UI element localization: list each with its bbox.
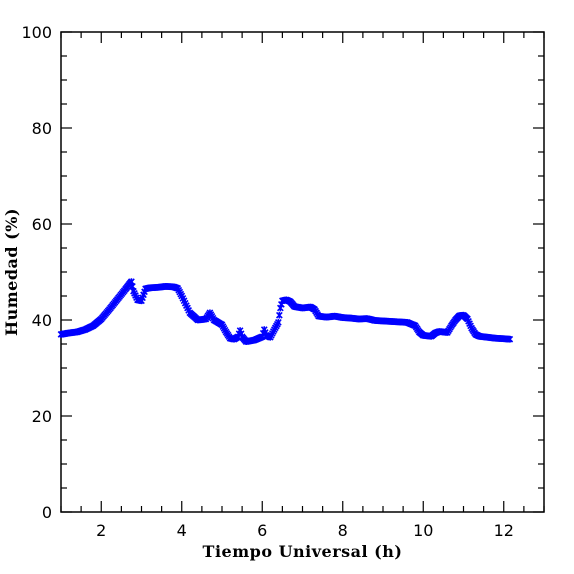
data-point — [129, 283, 136, 290]
y-tick-label: 20 — [32, 407, 52, 426]
y-tick-label: 60 — [32, 215, 52, 234]
y-tick-label: 80 — [32, 119, 52, 138]
y-tick-label: 0 — [42, 503, 52, 522]
x-tick-label: 8 — [338, 521, 348, 540]
axis-tick-labels: 2 4 6 8 10 12 0 20 40 60 80 100 — [21, 23, 513, 540]
data-point — [274, 319, 282, 326]
axis-ticks — [60, 31, 545, 513]
y-axis-title: Humedad (%) — [2, 208, 21, 336]
x-tick-label: 12 — [494, 521, 514, 540]
data-point — [275, 311, 283, 319]
data-point — [506, 335, 514, 343]
plot-frame — [60, 31, 545, 513]
data-points — [57, 278, 514, 345]
y-tick-label: 100 — [21, 23, 52, 42]
x-axis-title: Tiempo Universal (h) — [203, 542, 403, 561]
y-tick-label: 40 — [32, 311, 52, 330]
data-point — [128, 278, 135, 285]
x-tick-label: 6 — [257, 521, 267, 540]
x-tick-label: 4 — [177, 521, 187, 540]
x-tick-label: 10 — [413, 521, 433, 540]
x-tick-label: 2 — [96, 521, 106, 540]
